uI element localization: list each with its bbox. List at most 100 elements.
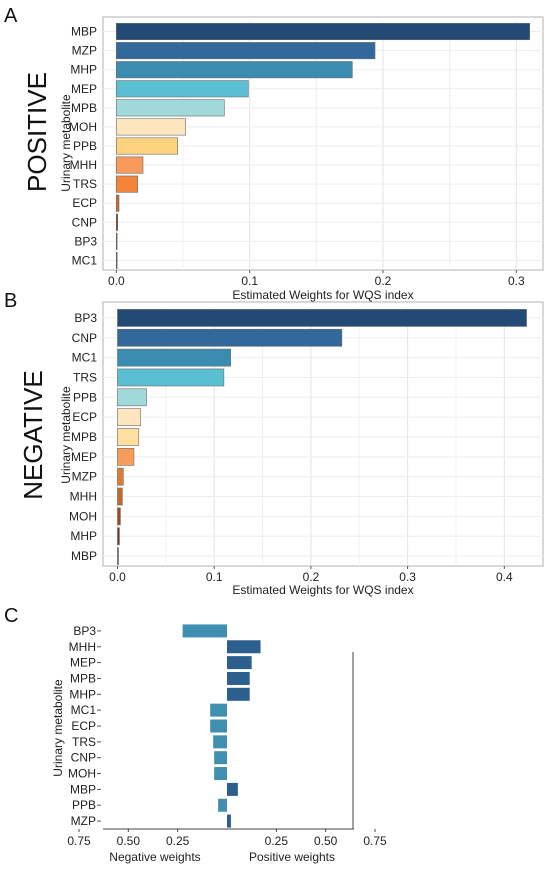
bar-bp3 [116, 232, 118, 250]
category-label-mbp: MBP [71, 549, 97, 563]
x-tick-label: 0.3 [508, 274, 525, 288]
bar-trs [116, 175, 138, 193]
category-label-mc1: MC1 [72, 351, 98, 365]
category-label-mhp: MHP [70, 63, 97, 77]
bar-mhh [117, 487, 123, 506]
x-tick-label: 0.25 [265, 834, 289, 848]
category-label-cnp: CNP [72, 331, 97, 345]
category-label-mpb: MPB [71, 101, 97, 115]
category-label-cnp: CNP [71, 751, 96, 765]
category-label-moh: MOH [69, 509, 97, 523]
bar-mbp [227, 782, 238, 796]
category-label-ppb: PPB [73, 139, 97, 153]
bar-mhp [227, 687, 250, 701]
category-label-mbp: MBP [71, 25, 97, 39]
bar-ecp [116, 194, 120, 212]
bar-ppb [117, 388, 147, 407]
bar-mhp [117, 527, 120, 546]
bar-mbp [116, 23, 530, 41]
category-label-mep: MEP [71, 82, 97, 96]
bars-a [116, 23, 530, 269]
category-label-mhh: MHH [70, 490, 97, 504]
bar-moh [116, 118, 186, 136]
side-title-positive: POSITIVE [22, 72, 52, 192]
bar-mhp [116, 61, 353, 79]
bar-bp3 [182, 624, 227, 638]
x-tick-label: 0.25 [166, 834, 190, 848]
category-label-mzp: MZP [71, 814, 96, 828]
bar-ecp [210, 719, 227, 733]
x-tick-label: 0.3 [399, 570, 416, 584]
bar-ppb [218, 798, 227, 812]
y-axis-label-b: Urinary metabolite [59, 386, 73, 484]
bar-cnp [117, 328, 343, 347]
bar-mpb [117, 428, 140, 446]
bar-mbp [117, 547, 119, 565]
x-tick-label: 0.0 [109, 570, 126, 584]
bars-b [117, 309, 527, 565]
bar-mhh [227, 640, 261, 654]
category-label-mbp: MBP [70, 782, 96, 796]
category-label-moh: MOH [69, 120, 97, 134]
x-tick-label: 0.2 [375, 274, 392, 288]
x-tick-label: 0.50 [117, 834, 141, 848]
panel-a: A MBP MZP MHP MEP MPB MOH PPB MHH TRS ECP CNP BP3 MC… [4, 5, 544, 302]
bar-moh [214, 767, 227, 781]
bar-mep [227, 656, 252, 670]
category-label-mep: MEP [71, 450, 97, 464]
x-tick-label: 0.1 [206, 570, 223, 584]
category-label-trs: TRS [73, 177, 97, 191]
category-label-moh: MOH [68, 767, 96, 781]
x-tick-label: 0.75 [363, 834, 387, 848]
bar-mep [117, 448, 135, 466]
bar-cnp [214, 751, 227, 765]
category-label-cnp: CNP [72, 215, 97, 229]
category-label-mpb: MPB [70, 671, 96, 685]
category-label-mc1: MC1 [72, 253, 98, 267]
y-axis-label-c: Urinary metabolite [51, 679, 65, 777]
category-label-mhh: MHH [69, 640, 96, 654]
category-label-bp3: BP3 [73, 624, 96, 638]
bar-mc1 [116, 251, 118, 269]
x-tick-label: 0.50 [314, 834, 338, 848]
bar-mep [116, 80, 249, 98]
positive-weights-label: Positive weights [249, 850, 335, 864]
category-label-mep: MEP [70, 656, 96, 670]
panel-letter-a: A [4, 5, 18, 27]
bar-bp3 [117, 309, 527, 327]
x-tick-label: 0.4 [496, 570, 513, 584]
category-label-trs: TRS [73, 370, 97, 384]
bar-mpb [116, 99, 225, 117]
bars-c [182, 624, 261, 828]
bar-moh [117, 507, 121, 526]
category-label-mhp: MHP [70, 529, 97, 543]
side-title-negative: NEGATIVE [18, 370, 48, 500]
panel-letter-b: B [4, 290, 17, 312]
bar-mzp [227, 814, 231, 828]
y-axis-label-a: Urinary metabolite [59, 94, 73, 192]
category-label-bp3: BP3 [74, 234, 97, 248]
bar-ecp [117, 408, 142, 426]
x-axis-label-b: Estimated Weights for WQS index [232, 583, 413, 597]
ticks-b: BP3 CNP MC1 TRS PPB ECP MPB MEP MZP MHH MOH MHP MBP 0… [69, 311, 513, 584]
category-label-ecp: ECP [72, 410, 97, 424]
ticks-a: MBP MZP MHP MEP MPB MOH PPB MHH TRS ECP CNP BP3 MC1 0… [69, 25, 525, 288]
panel-letter-c: C [4, 605, 18, 627]
x-axis-label-a: Estimated Weights for WQS index [232, 288, 413, 302]
bar-mc1 [117, 348, 231, 367]
bar-trs [117, 368, 225, 387]
category-label-mhh: MHH [70, 158, 97, 172]
category-label-ppb: PPB [73, 390, 97, 404]
bar-mc1 [210, 703, 227, 717]
x-tick-label: 0.2 [303, 570, 320, 584]
bar-ppb [116, 137, 178, 155]
category-label-mhp: MHP [69, 687, 96, 701]
category-label-ppb: PPB [72, 798, 96, 812]
bar-mzp [116, 42, 376, 60]
category-label-mpb: MPB [71, 430, 97, 444]
x-tick-label: 0.75 [67, 834, 91, 848]
x-tick-label: 0.1 [241, 274, 258, 288]
